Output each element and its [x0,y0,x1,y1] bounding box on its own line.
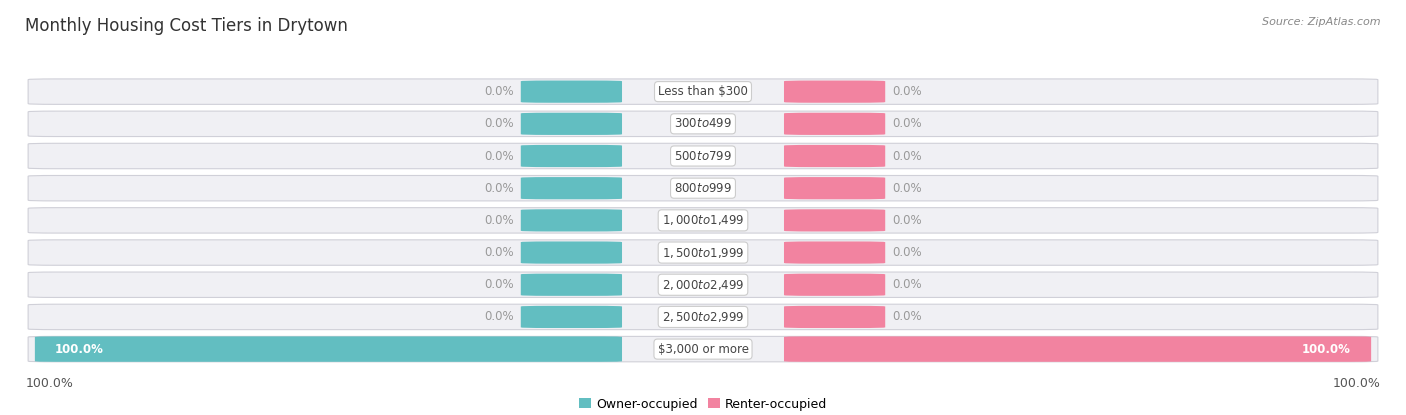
FancyBboxPatch shape [28,143,1378,169]
Text: 0.0%: 0.0% [891,278,921,291]
FancyBboxPatch shape [28,79,1378,104]
FancyBboxPatch shape [785,209,886,232]
Text: $1,500 to $1,999: $1,500 to $1,999 [662,246,744,259]
Text: $800 to $999: $800 to $999 [673,182,733,195]
Text: 100.0%: 100.0% [1302,343,1351,356]
FancyBboxPatch shape [785,113,886,135]
Text: 0.0%: 0.0% [485,278,515,291]
FancyBboxPatch shape [520,209,621,232]
Text: 0.0%: 0.0% [891,85,921,98]
Text: 0.0%: 0.0% [485,214,515,227]
FancyBboxPatch shape [785,337,1371,362]
Text: 0.0%: 0.0% [485,85,515,98]
Text: 100.0%: 100.0% [25,377,73,390]
FancyBboxPatch shape [785,81,886,103]
Text: 0.0%: 0.0% [891,149,921,163]
Text: Source: ZipAtlas.com: Source: ZipAtlas.com [1263,17,1381,27]
FancyBboxPatch shape [520,273,621,296]
FancyBboxPatch shape [28,304,1378,330]
FancyBboxPatch shape [520,177,621,199]
Text: 0.0%: 0.0% [891,246,921,259]
FancyBboxPatch shape [35,337,621,362]
Text: 0.0%: 0.0% [891,182,921,195]
FancyBboxPatch shape [785,273,886,296]
Text: $3,000 or more: $3,000 or more [658,343,748,356]
Text: $2,500 to $2,999: $2,500 to $2,999 [662,310,744,324]
Text: Less than $300: Less than $300 [658,85,748,98]
Text: 100.0%: 100.0% [1333,377,1381,390]
Text: $500 to $799: $500 to $799 [673,149,733,163]
Text: 0.0%: 0.0% [891,214,921,227]
Text: Monthly Housing Cost Tiers in Drytown: Monthly Housing Cost Tiers in Drytown [25,17,349,34]
Legend: Owner-occupied, Renter-occupied: Owner-occupied, Renter-occupied [574,393,832,415]
FancyBboxPatch shape [28,240,1378,265]
Text: 100.0%: 100.0% [55,343,104,356]
Text: 0.0%: 0.0% [485,182,515,195]
FancyBboxPatch shape [28,272,1378,298]
Text: 0.0%: 0.0% [485,117,515,130]
Text: $300 to $499: $300 to $499 [673,117,733,130]
FancyBboxPatch shape [520,242,621,264]
FancyBboxPatch shape [520,306,621,328]
Text: 0.0%: 0.0% [485,149,515,163]
Text: $1,000 to $1,499: $1,000 to $1,499 [662,213,744,227]
Text: 0.0%: 0.0% [485,246,515,259]
Text: $2,000 to $2,499: $2,000 to $2,499 [662,278,744,292]
Text: 0.0%: 0.0% [891,310,921,323]
FancyBboxPatch shape [28,176,1378,201]
FancyBboxPatch shape [785,306,886,328]
Text: 0.0%: 0.0% [891,117,921,130]
FancyBboxPatch shape [520,81,621,103]
FancyBboxPatch shape [28,208,1378,233]
FancyBboxPatch shape [28,337,1378,362]
FancyBboxPatch shape [520,145,621,167]
FancyBboxPatch shape [785,145,886,167]
FancyBboxPatch shape [520,113,621,135]
FancyBboxPatch shape [28,111,1378,137]
Text: 0.0%: 0.0% [485,310,515,323]
FancyBboxPatch shape [785,242,886,264]
FancyBboxPatch shape [785,177,886,199]
